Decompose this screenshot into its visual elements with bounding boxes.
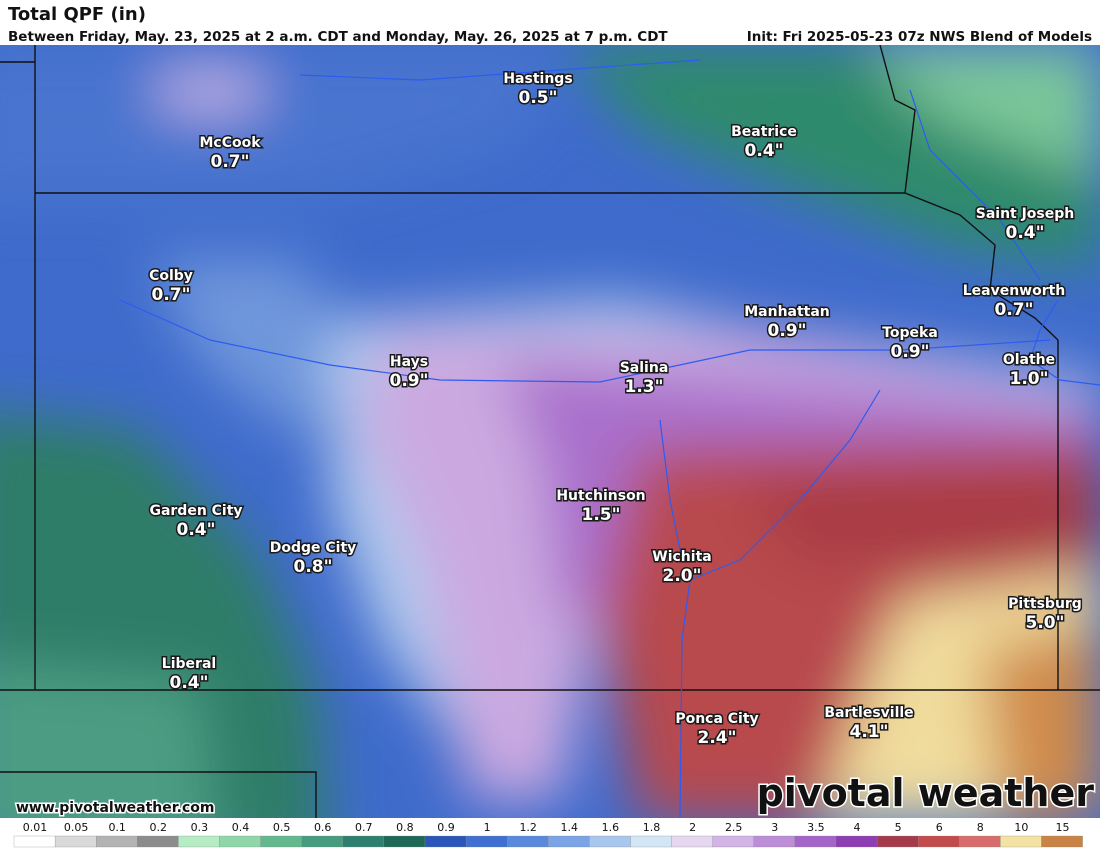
colorbar-label: 3 [771,821,778,834]
colorbar-label: 0.4 [232,821,250,834]
colorbar-swatch [342,835,385,848]
colorbar-label: 1 [484,821,491,834]
city-qpf: 1.0" [1010,369,1049,389]
city-name: Topeka [882,325,938,341]
colorbar-swatch [589,835,631,848]
colorbar-label: 2.5 [725,821,743,834]
colorbar-swatch [1041,835,1083,848]
city-name: Pittsburg [1008,596,1082,612]
colorbar-label: 0.9 [437,821,455,834]
city-qpf: 0.7" [152,285,191,305]
city-name: McCook [199,135,261,151]
city-name: Saint Joseph [976,206,1075,222]
city-name: Leavenworth [963,283,1066,299]
colorbar-swatch [876,835,919,848]
colorbar-label: 5 [895,821,902,834]
city-qpf: 2.4" [698,728,737,748]
city-qpf: 0.9" [891,342,930,362]
colorbar-swatch [301,835,343,848]
colorbar-label: 0.1 [108,821,126,834]
colorbar-swatch [383,835,426,848]
city-name: Colby [149,268,193,284]
map [0,45,1100,818]
colorbar-label: 6 [936,821,943,834]
city-qpf: 0.8" [294,557,333,577]
colorbar-label: 4 [854,821,861,834]
city-qpf: 0.4" [745,141,784,161]
colorbar-label: 0.8 [396,821,414,834]
colorbar-label: 1.6 [602,821,620,834]
colorbar-swatch [1000,835,1042,848]
colorbar-swatch [753,835,796,848]
city-qpf: 1.3" [625,377,664,397]
colorbar-label: 0.3 [191,821,209,834]
colorbar-swatch [260,835,302,848]
city-qpf: 0.5" [519,88,558,108]
colorbar-swatch [548,835,590,848]
city-qpf: 0.4" [177,520,216,540]
city-name: Hastings [503,71,572,87]
colorbar-swatch [507,835,549,848]
colorbar-swatch [219,835,261,848]
city-name: Olathe [1003,352,1055,368]
colorbar-swatch [671,835,713,848]
site-url: www.pivotalweather.com [16,800,215,816]
colorbar-swatch [54,835,97,848]
city-name: Bartlesville [824,705,913,721]
city-name: Wichita [652,549,711,565]
colorbar-swatch [137,835,179,848]
colorbar-label: 0.5 [273,821,291,834]
colorbar-swatch [424,835,467,848]
colorbar-label: 2 [689,821,696,834]
colorbar-label: 0.7 [355,821,373,834]
colorbar-swatch [96,835,138,848]
colorbar-label: 1.4 [561,821,579,834]
colorbar-swatch [465,835,508,848]
logo: pivotal weather [757,771,1095,815]
city-name: Manhattan [744,304,830,320]
colorbar-swatch [712,835,754,848]
city-qpf: 2.0" [663,566,702,586]
colorbar-label: 0.01 [23,821,48,834]
subtitle: Between Friday, May. 23, 2025 at 2 a.m. … [8,29,668,45]
colorbar-label: 3.5 [807,821,825,834]
colorbar-swatch [630,835,672,848]
colorbar-swatch [13,835,56,848]
city-name: Hutchinson [556,488,645,504]
city-qpf: 0.9" [390,371,429,391]
city-name: Garden City [149,503,242,519]
colorbar-label: 1.2 [519,821,537,834]
init-time: Init: Fri 2025-05-23 07z NWS Blend of Mo… [747,29,1092,45]
city-qpf: 0.4" [170,673,209,693]
colorbar-label: 0.2 [150,821,168,834]
city-qpf: 0.7" [211,152,250,172]
colorbar-swatch [178,835,220,848]
colorbar-swatch [918,835,960,848]
title: Total QPF (in) [8,4,146,25]
city-name: Ponca City [675,711,758,727]
colorbar-label: 15 [1056,821,1070,834]
city-qpf: 5.0" [1026,613,1065,633]
colorbar-label: 10 [1014,821,1028,834]
colorbar-label: 0.05 [64,821,89,834]
city-qpf: 0.9" [768,321,807,341]
city-qpf: 1.5" [582,505,621,525]
city-name: Liberal [162,656,216,672]
city-qpf: 4.1" [850,722,889,742]
colorbar-label: 1.8 [643,821,661,834]
city-qpf: 0.4" [1006,223,1045,243]
city-name: Salina [620,360,669,376]
colorbar-label: 0.6 [314,821,332,834]
city-name: Dodge City [270,540,357,556]
colorbar-swatch [959,835,1001,848]
colorbar-swatch [835,835,878,848]
colorbar-label: 8 [977,821,984,834]
city-qpf: 0.7" [995,300,1034,320]
colorbar-swatch [794,835,837,848]
city-name: Beatrice [731,124,797,140]
city-name: Hays [390,354,428,370]
